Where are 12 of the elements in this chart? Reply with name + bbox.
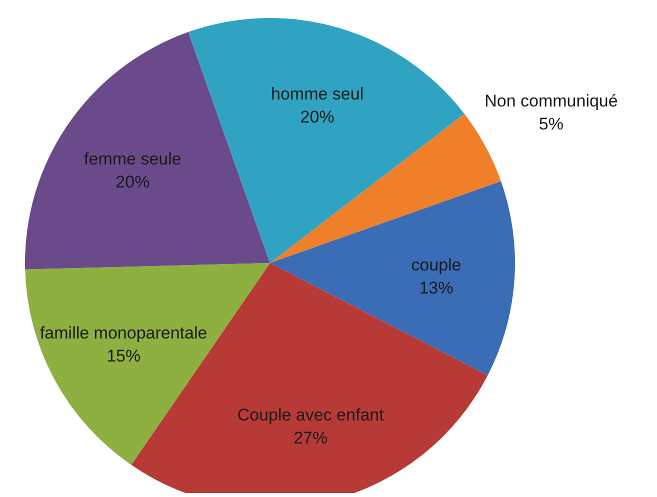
data-label: 5% xyxy=(538,114,564,134)
slice-label: famille monoparentale xyxy=(40,323,208,342)
data-label: 13% xyxy=(419,278,454,298)
data-label: 20% xyxy=(300,107,334,126)
slice-label: Couple avec enfant xyxy=(237,406,384,425)
data-label: 15% xyxy=(106,346,141,366)
slice-label: couple xyxy=(411,255,462,274)
slice-label: femme seule xyxy=(84,150,182,169)
data-label: 20% xyxy=(116,172,150,192)
data-label: 27% xyxy=(294,428,328,448)
slice-label: homme seul xyxy=(271,84,364,104)
slice-label: Non communiqué xyxy=(484,91,618,110)
